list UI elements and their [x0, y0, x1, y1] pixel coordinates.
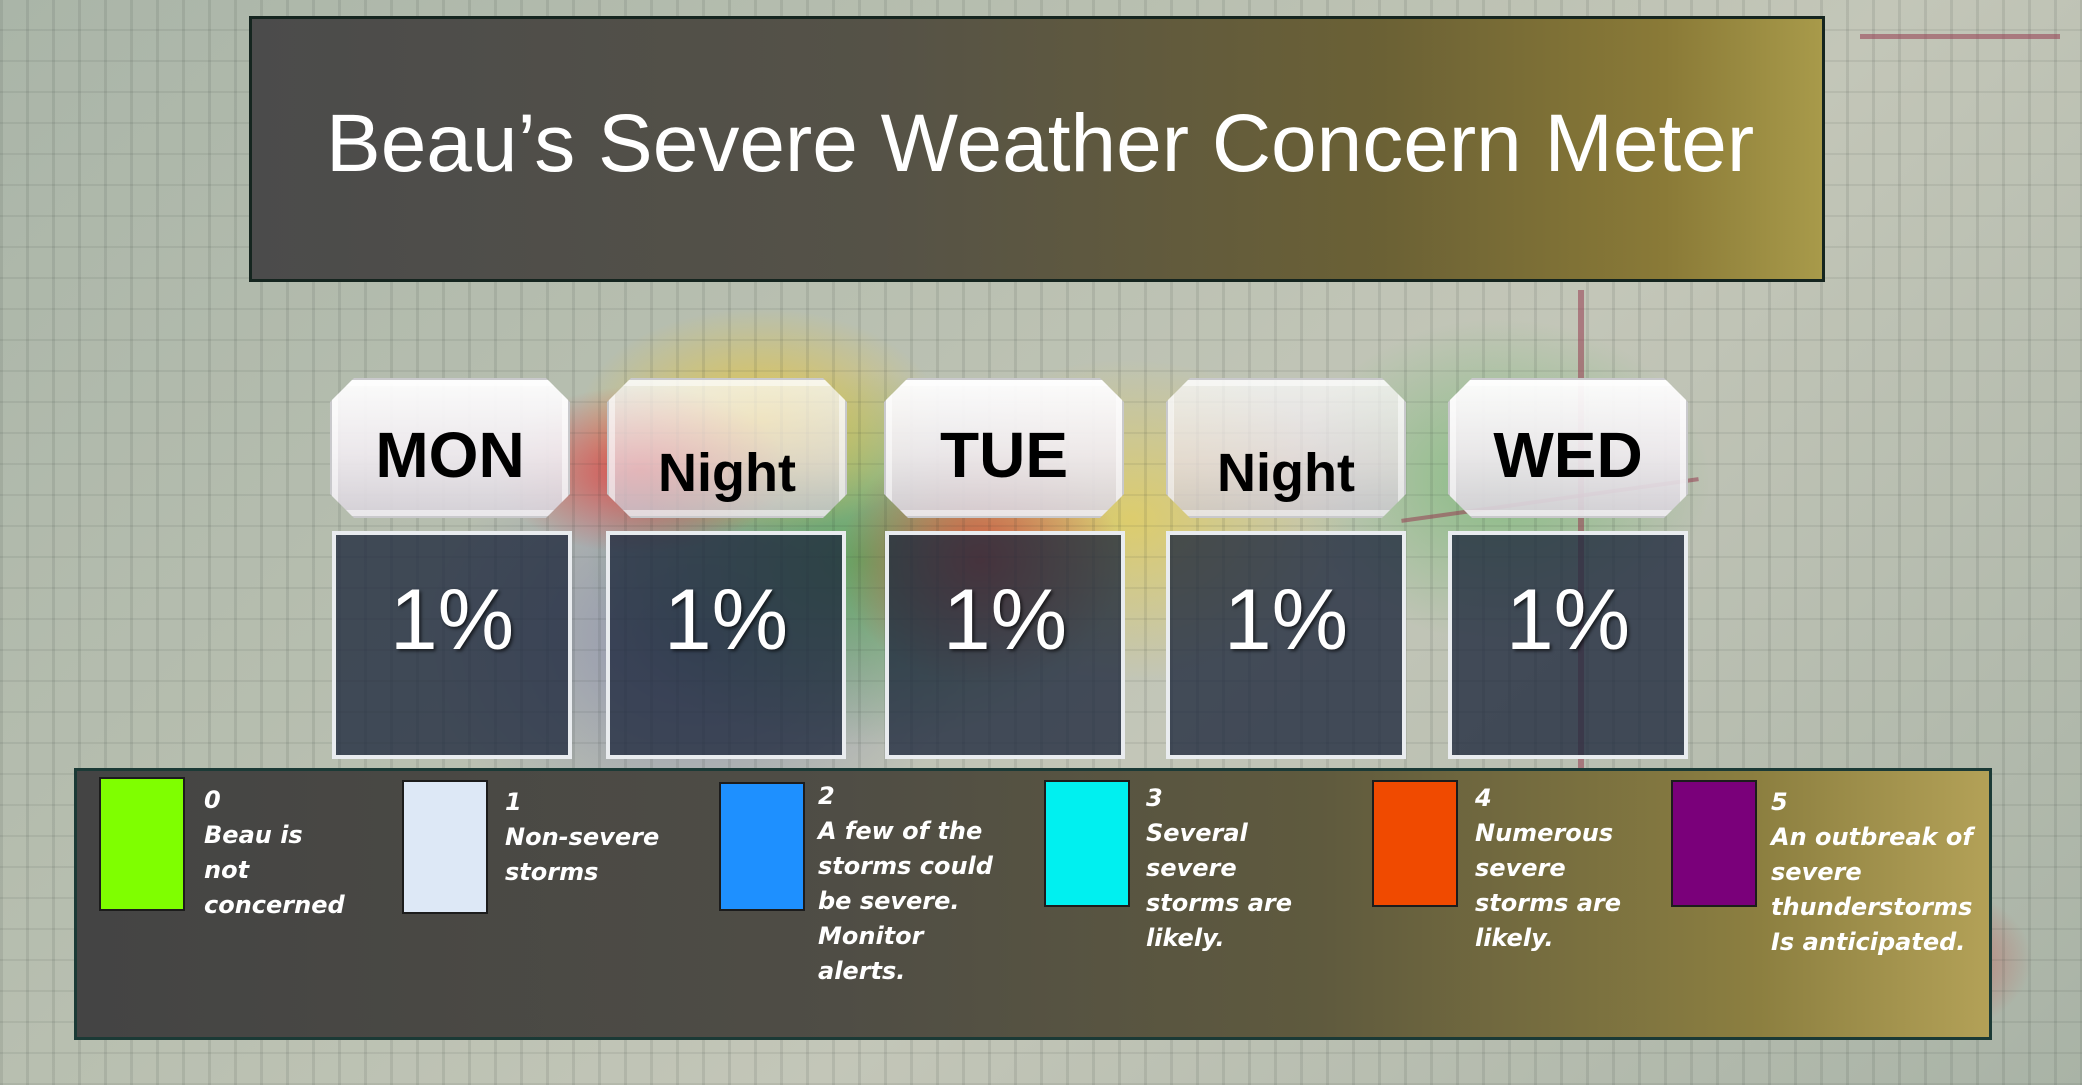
concern-percentage: 1%: [389, 572, 515, 668]
concern-legend: 0 Beau is not concerned 1 Non-severe sto…: [74, 768, 1992, 1040]
legend-level: 5: [1771, 788, 1788, 816]
concern-percentage: 1%: [942, 572, 1068, 668]
period-label: MON: [375, 419, 525, 491]
concern-value-box-wed: 1%: [1448, 531, 1688, 759]
concern-value-box-mon: 1%: [332, 531, 572, 759]
legend-description: A few of the storms could be severe. Mon…: [818, 817, 993, 985]
period-card-tue-night: Night: [1166, 378, 1406, 518]
legend-level: 0: [204, 786, 221, 814]
legend-swatch-1: [402, 780, 488, 914]
legend-swatch-2: [719, 782, 805, 911]
concern-value-box-mon-night: 1%: [606, 531, 846, 759]
legend-description: Several severe storms are likely.: [1146, 819, 1293, 952]
period-card-tue: TUE: [884, 378, 1124, 518]
legend-level: 3: [1146, 784, 1163, 812]
period-card-mon-night: Night: [607, 378, 847, 518]
title-banner: Beau’s Severe Weather Concern Meter: [249, 16, 1825, 282]
concern-value-box-tue-night: 1%: [1166, 531, 1406, 759]
concern-percentage: 1%: [1223, 572, 1349, 668]
concern-percentage: 1%: [663, 572, 789, 668]
legend-item-2: 2 A few of the storms could be severe. M…: [818, 779, 993, 989]
legend-swatch-4: [1372, 780, 1458, 907]
period-label: Night: [1217, 443, 1355, 503]
legend-item-0: 0 Beau is not concerned: [204, 783, 345, 923]
map-road: [1860, 34, 2060, 39]
period-label: Night: [658, 443, 796, 503]
legend-description: An outbreak of severe thunderstorms Is a…: [1771, 823, 1973, 956]
period-label: WED: [1493, 419, 1643, 491]
legend-item-4: 4 Numerous severe storms are likely.: [1475, 781, 1621, 956]
period-card-mon: MON: [330, 378, 570, 518]
legend-description: Non-severe storms: [505, 823, 660, 886]
period-label: TUE: [940, 419, 1068, 491]
concern-percentage: 1%: [1505, 572, 1631, 668]
concern-value-box-tue: 1%: [885, 531, 1125, 759]
period-card-wed: WED: [1448, 378, 1688, 518]
legend-item-5: 5 An outbreak of severe thunderstorms Is…: [1771, 785, 1973, 960]
legend-item-1: 1 Non-severe storms: [505, 785, 659, 890]
legend-level: 4: [1475, 784, 1492, 812]
legend-swatch-0: [99, 777, 185, 911]
page-title: Beau’s Severe Weather Concern Meter: [326, 98, 1755, 189]
legend-level: 2: [818, 782, 835, 810]
legend-description: Numerous severe storms are likely.: [1475, 819, 1622, 952]
legend-level: 1: [505, 788, 522, 816]
legend-swatch-3: [1044, 780, 1130, 907]
legend-item-3: 3 Several severe storms are likely.: [1146, 781, 1292, 956]
legend-description: Beau is not concerned: [204, 821, 345, 919]
legend-swatch-5: [1671, 780, 1757, 907]
